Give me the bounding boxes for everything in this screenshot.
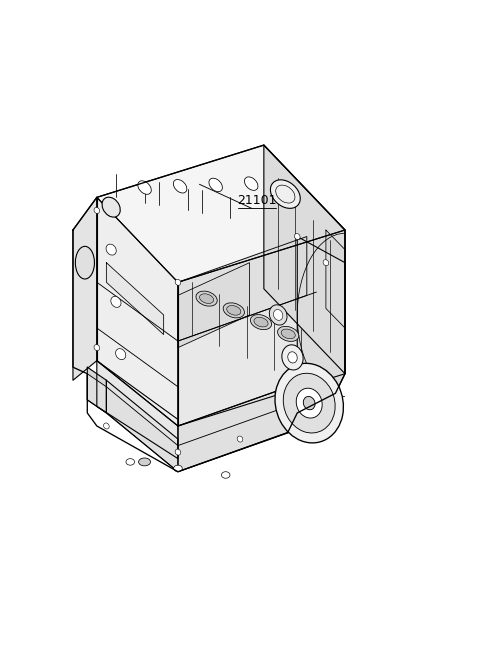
Ellipse shape xyxy=(116,348,126,359)
Ellipse shape xyxy=(254,318,268,327)
Polygon shape xyxy=(178,262,250,348)
Ellipse shape xyxy=(175,279,181,285)
Polygon shape xyxy=(178,237,307,341)
Ellipse shape xyxy=(138,181,151,194)
Ellipse shape xyxy=(111,297,121,308)
Ellipse shape xyxy=(237,436,243,442)
Polygon shape xyxy=(297,237,345,394)
Ellipse shape xyxy=(209,178,222,192)
Ellipse shape xyxy=(175,449,181,455)
Ellipse shape xyxy=(275,363,343,443)
Ellipse shape xyxy=(223,303,244,318)
Polygon shape xyxy=(178,230,345,426)
Polygon shape xyxy=(326,230,345,328)
Polygon shape xyxy=(97,145,345,282)
Ellipse shape xyxy=(294,410,300,416)
Polygon shape xyxy=(87,374,288,472)
Ellipse shape xyxy=(227,306,241,315)
Ellipse shape xyxy=(296,388,322,418)
Ellipse shape xyxy=(274,310,283,320)
Ellipse shape xyxy=(281,329,295,338)
Ellipse shape xyxy=(303,396,315,410)
Polygon shape xyxy=(178,374,326,472)
Ellipse shape xyxy=(288,352,297,363)
Ellipse shape xyxy=(139,458,151,466)
Ellipse shape xyxy=(294,234,300,239)
Polygon shape xyxy=(87,367,107,413)
Polygon shape xyxy=(107,380,178,472)
Polygon shape xyxy=(97,361,178,459)
Ellipse shape xyxy=(277,326,299,341)
Ellipse shape xyxy=(283,373,335,433)
Ellipse shape xyxy=(126,459,134,465)
Ellipse shape xyxy=(323,371,329,377)
Ellipse shape xyxy=(244,177,258,190)
Ellipse shape xyxy=(104,423,109,429)
Ellipse shape xyxy=(282,345,303,370)
Polygon shape xyxy=(73,197,97,380)
Text: 21101: 21101 xyxy=(237,194,276,207)
Ellipse shape xyxy=(200,294,214,304)
Ellipse shape xyxy=(94,344,100,350)
Polygon shape xyxy=(97,197,178,426)
Ellipse shape xyxy=(270,180,300,209)
Polygon shape xyxy=(264,145,345,374)
Ellipse shape xyxy=(75,247,95,279)
Ellipse shape xyxy=(94,207,100,213)
Ellipse shape xyxy=(102,197,120,217)
Ellipse shape xyxy=(173,180,187,193)
Ellipse shape xyxy=(323,260,329,266)
Ellipse shape xyxy=(174,465,182,472)
Ellipse shape xyxy=(251,315,272,330)
Ellipse shape xyxy=(269,305,287,325)
Ellipse shape xyxy=(221,472,230,478)
Ellipse shape xyxy=(196,291,217,306)
Polygon shape xyxy=(107,262,164,335)
Ellipse shape xyxy=(106,244,116,255)
